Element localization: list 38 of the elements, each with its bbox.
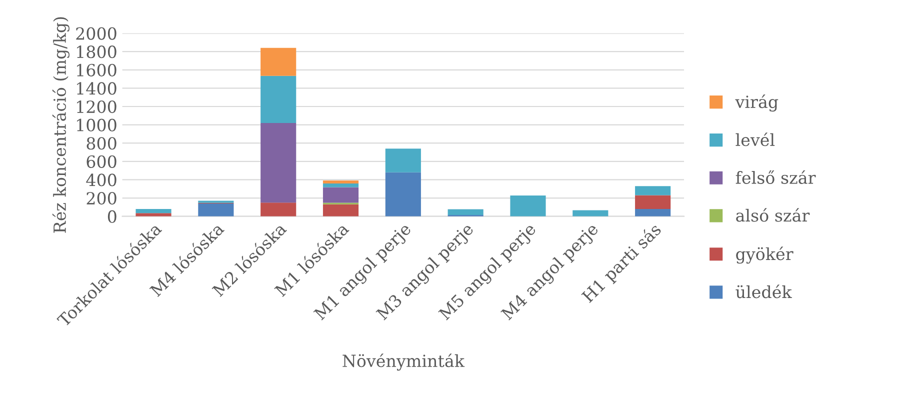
legend-label: levél <box>736 132 775 146</box>
x-axis-title: Növényminták <box>342 354 465 371</box>
y-tick-label: 1000 <box>77 118 116 132</box>
y-tick-label: 200 <box>86 192 116 205</box>
bar <box>510 195 546 216</box>
y-tick-label: 1800 <box>77 46 116 58</box>
bar <box>385 172 421 216</box>
bar <box>322 184 359 188</box>
bar <box>385 148 421 172</box>
legend-label: felső szár <box>736 170 816 184</box>
bar <box>448 209 484 215</box>
bar <box>198 204 234 216</box>
bar <box>635 209 671 216</box>
bar <box>260 202 296 216</box>
y-axis-title: Réz koncentráció (mg/kg) <box>52 17 70 233</box>
y-tick-label: 800 <box>86 137 116 150</box>
y-tick-label: 2000 <box>76 27 116 40</box>
bar <box>635 186 671 196</box>
y-tick-label: 1200 <box>77 100 116 114</box>
bar <box>136 209 172 214</box>
bar <box>260 76 296 123</box>
bar <box>635 195 671 209</box>
bar <box>136 213 172 216</box>
y-tick-label: 400 <box>86 174 116 186</box>
legend-label: alsó szár <box>736 208 810 222</box>
y-tick-label: 1400 <box>77 82 116 95</box>
bar <box>260 122 296 203</box>
legend-label: gyökér <box>736 246 794 264</box>
bar <box>322 204 359 216</box>
legend-label: üledék <box>736 284 792 298</box>
legend-label: virág <box>735 94 778 112</box>
y-tick-label: 0 <box>108 210 116 223</box>
bar <box>572 210 608 216</box>
y-tick-label: 600 <box>86 155 116 168</box>
bar <box>322 180 359 184</box>
y-tick-label: 1600 <box>77 64 116 76</box>
bar <box>260 48 296 76</box>
bar <box>322 187 359 203</box>
